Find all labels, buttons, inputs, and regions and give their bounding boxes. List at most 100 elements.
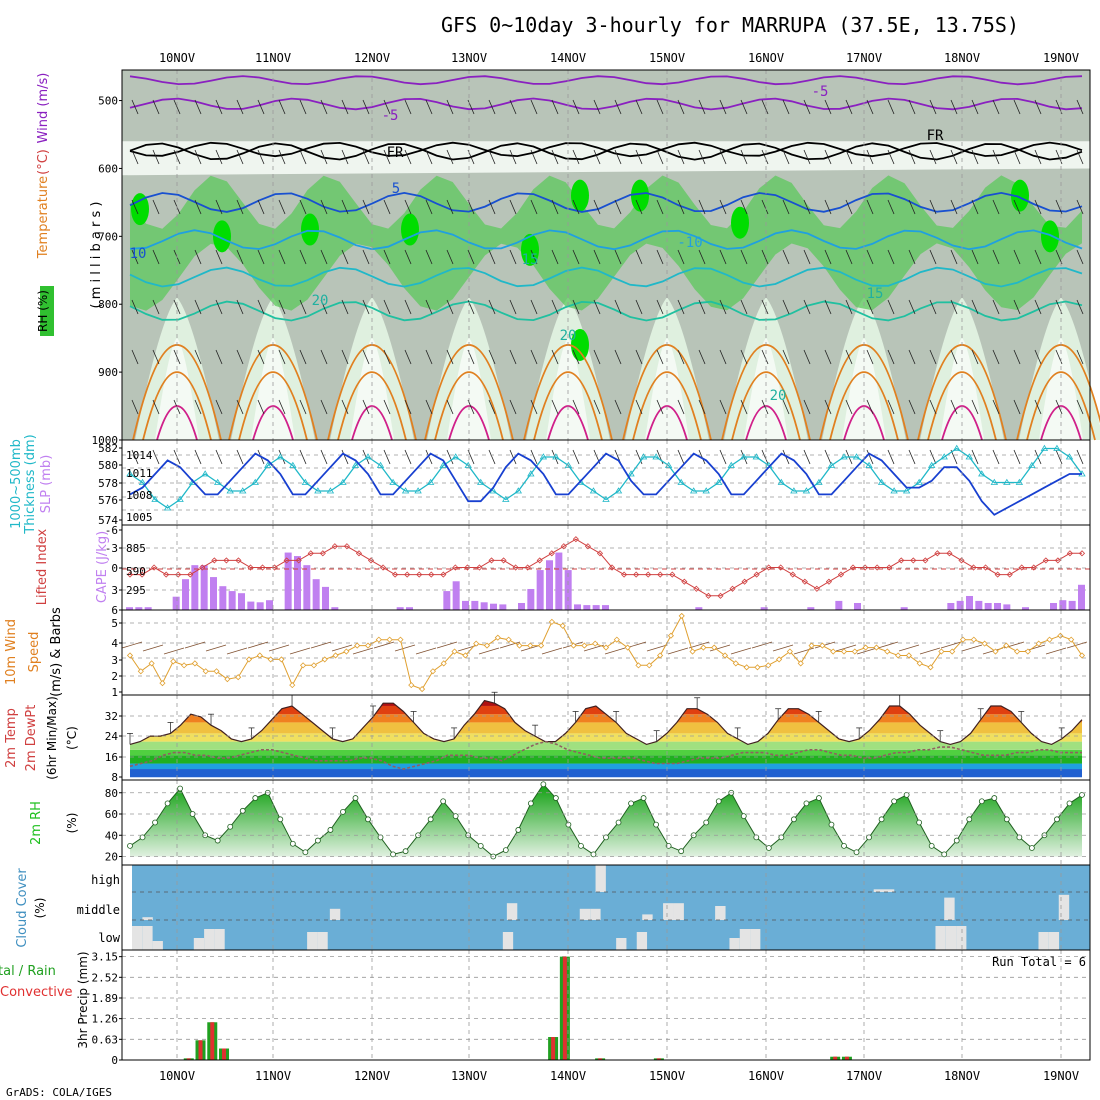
cape-bar bbox=[518, 602, 525, 610]
wind-barb bbox=[341, 149, 349, 165]
thickness-marker bbox=[439, 461, 447, 468]
cloud-cover-bar bbox=[1048, 932, 1060, 950]
wind-barb bbox=[341, 299, 349, 315]
thickness-marker bbox=[326, 487, 335, 494]
wind-barb bbox=[415, 647, 437, 655]
wind-barb bbox=[1013, 299, 1021, 315]
thickness-marker bbox=[138, 478, 147, 485]
rh-marker bbox=[841, 842, 847, 849]
wind-barb bbox=[908, 449, 916, 465]
precip-convective-bar bbox=[551, 1037, 556, 1060]
wind-barb bbox=[152, 349, 160, 365]
cape-bar bbox=[182, 579, 189, 610]
rh-marker bbox=[139, 834, 146, 841]
wind-barb bbox=[572, 199, 580, 215]
wind-barb bbox=[803, 199, 811, 215]
rh-tick-label: 80 bbox=[105, 787, 118, 800]
thickness-marker bbox=[213, 478, 222, 485]
pressure-axis-label: ( m i l l i b a r s ) bbox=[89, 202, 104, 309]
rh-max-spot bbox=[131, 193, 149, 226]
thickness-marker bbox=[727, 461, 735, 468]
wind-tick-label: 2 bbox=[111, 670, 118, 683]
temp-tick-label: 16 bbox=[105, 751, 118, 764]
wind-barb bbox=[467, 399, 475, 415]
wind-barb bbox=[530, 149, 538, 165]
cape-bar bbox=[266, 600, 273, 610]
wind-speed-marker bbox=[397, 636, 404, 643]
wind-speed-marker bbox=[581, 642, 588, 649]
cloud-cover-bar bbox=[663, 903, 674, 920]
rh-marker bbox=[615, 819, 622, 826]
wind-barb bbox=[803, 99, 811, 115]
wind-speed-marker bbox=[592, 640, 599, 647]
wind-barb bbox=[992, 349, 1000, 365]
warm-contour bbox=[829, 371, 899, 441]
date-label-bottom: 12NOV bbox=[354, 1069, 390, 1083]
li-marker bbox=[512, 564, 519, 571]
wind-barb bbox=[1013, 249, 1021, 265]
wind-barb bbox=[425, 349, 433, 365]
wind-barb bbox=[152, 149, 160, 165]
li-marker bbox=[825, 578, 833, 585]
cape-bar bbox=[1068, 600, 1076, 610]
wind-speed-marker bbox=[1057, 632, 1064, 639]
cape-bar bbox=[480, 602, 488, 610]
wind-barb bbox=[614, 149, 622, 165]
wind-barb bbox=[887, 199, 895, 215]
li-marker bbox=[572, 536, 579, 543]
wind-barb bbox=[971, 299, 979, 315]
thickness-marker bbox=[314, 487, 322, 494]
thickness-marker bbox=[264, 461, 272, 468]
precip-convective-bar bbox=[198, 1040, 203, 1060]
wind-barb bbox=[740, 299, 748, 315]
thickness-series-line bbox=[129, 447, 1083, 509]
wind-barb bbox=[152, 449, 160, 465]
warm-contour bbox=[337, 371, 407, 441]
li-marker bbox=[1078, 550, 1086, 557]
wind-speed-marker bbox=[159, 680, 166, 687]
contour-label: 10 bbox=[130, 246, 147, 262]
date-label-top: 18NOV bbox=[944, 51, 980, 65]
cloud-cover-bar bbox=[1038, 932, 1049, 950]
thickness-marker bbox=[364, 453, 372, 460]
wind-barb bbox=[677, 199, 685, 215]
pressure-tick-label: 700 bbox=[98, 230, 118, 243]
wind-barb bbox=[971, 349, 979, 365]
wind-barb bbox=[152, 199, 160, 215]
wind-barb bbox=[782, 149, 790, 165]
wind-barb bbox=[467, 449, 475, 465]
rh-max-spot bbox=[631, 179, 649, 212]
temp-tick-label: 32 bbox=[105, 710, 118, 723]
wind-speed-marker bbox=[213, 668, 220, 675]
rh-max-spot bbox=[401, 213, 419, 246]
thickness-marker bbox=[978, 470, 986, 477]
thickness-marker bbox=[965, 453, 973, 460]
temp-band bbox=[130, 722, 1082, 734]
li-marker bbox=[801, 578, 808, 585]
wind-speed-marker bbox=[700, 644, 707, 651]
wind-barb bbox=[215, 149, 223, 165]
rh-marker bbox=[227, 823, 234, 830]
wind-barb bbox=[131, 449, 139, 465]
thickness-marker bbox=[1053, 444, 1061, 451]
cape-bar bbox=[462, 600, 469, 610]
wind-barb bbox=[362, 399, 370, 415]
wind-barb bbox=[278, 299, 286, 315]
wind-barb bbox=[656, 399, 664, 415]
wind-barb bbox=[383, 399, 391, 415]
li-marker bbox=[151, 564, 158, 571]
li-tick-label: -6 bbox=[105, 524, 118, 537]
cape-bar bbox=[471, 600, 479, 610]
wind-barb bbox=[320, 399, 328, 415]
wind-barb bbox=[194, 149, 202, 165]
wind-barb bbox=[425, 199, 433, 215]
wind-barb bbox=[152, 399, 160, 415]
wind-barb bbox=[677, 99, 685, 115]
temp-band bbox=[130, 705, 1082, 715]
rh-max-spot bbox=[571, 179, 589, 212]
cloud-level-label: high bbox=[91, 873, 120, 887]
contour-label: 15 bbox=[867, 286, 884, 302]
wind-speed-marker bbox=[970, 636, 977, 643]
cape-bar bbox=[695, 607, 703, 610]
wind-barb bbox=[467, 249, 475, 265]
